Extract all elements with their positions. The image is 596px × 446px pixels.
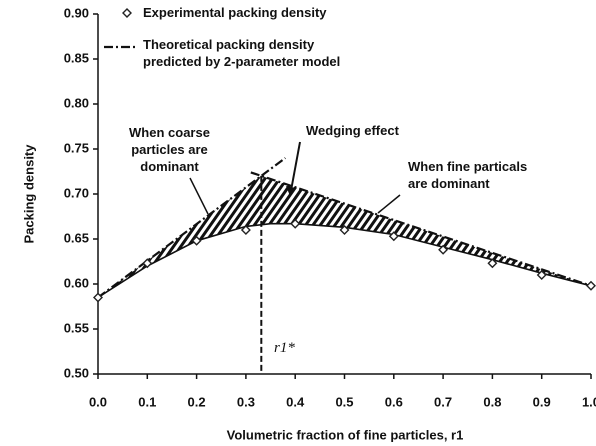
data-point [240,225,251,235]
annotation: When fine particals are dominant [408,159,528,191]
data-point [191,235,202,246]
annotation: Wedging effect [306,123,399,138]
y-axis-label: Packing density [21,144,36,244]
x-tick-label: 0.5 [335,394,353,409]
y-tick-label: 0.90 [64,5,89,20]
data-point [290,218,301,229]
data-point [586,280,596,291]
x-tick-label: 0.8 [483,394,501,409]
y-tick-label: 0.75 [64,140,89,155]
x-tick-label: 0.3 [237,394,255,409]
legend-label: Theoretical packing density predicted by… [143,37,341,69]
y-tick-label: 0.55 [64,320,89,335]
leader-line [189,177,209,215]
y-tick-label: 0.65 [64,230,89,245]
data-point [339,225,350,235]
x-tick-label: 0.9 [533,394,551,409]
annotation: When coarse particles are dominant [129,125,210,174]
legend-label: Experimental packing density [143,5,327,20]
x-tick-label: 0.0 [89,394,107,409]
x-tick-label: 0.6 [385,394,403,409]
data-point [142,258,153,269]
leader-line [377,194,401,214]
y-tick-label: 0.50 [64,365,89,380]
line [97,222,592,299]
data-point [93,292,103,303]
y-tick-label: 0.85 [64,50,89,65]
x-tick-label: 1.0 [582,394,596,409]
data-point [487,258,498,269]
annotation: r1* [274,340,295,356]
y-tick-label: 0.80 [64,95,89,110]
x-tick-label: 0.1 [138,394,156,409]
data-point [536,270,547,280]
x-axis-label: Volumetric fraction of fine particles, r… [227,427,464,442]
hatched-area [98,175,591,298]
line [97,157,592,299]
y-tick-label: 0.60 [64,275,89,290]
x-tick-label: 0.7 [434,394,452,409]
legend-symbol [122,8,132,18]
x-tick-label: 0.2 [188,394,206,409]
x-tick-label: 0.4 [286,394,305,409]
data-point [388,231,399,242]
y-tick-label: 0.70 [64,185,89,200]
data-point [438,244,449,255]
